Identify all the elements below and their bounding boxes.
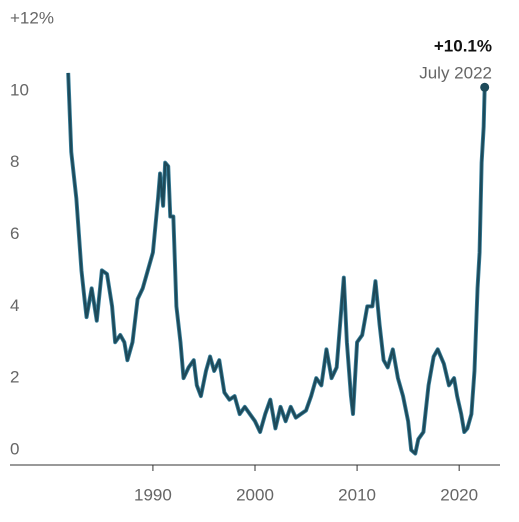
y-tick-label: 6 (10, 224, 19, 243)
y-tick-label: 2 (10, 368, 19, 387)
end-marker (480, 82, 490, 92)
y-tick-label: 0 (10, 439, 19, 458)
annotation-date: July 2022 (419, 63, 492, 82)
annotation-value: +10.1% (434, 36, 492, 55)
line (66, 72, 486, 455)
y-tick-label: +12% (10, 9, 54, 28)
x-tick-label: 1990 (134, 485, 172, 504)
y-tick-label: 8 (10, 152, 19, 171)
y-tick-label: 4 (10, 296, 19, 315)
x-tick-label: 2000 (236, 485, 274, 504)
line (66, 72, 487, 456)
y-tick-label: 10 (10, 80, 29, 99)
x-tick-label: 2010 (338, 485, 376, 504)
x-tick-label: 2020 (440, 485, 478, 504)
